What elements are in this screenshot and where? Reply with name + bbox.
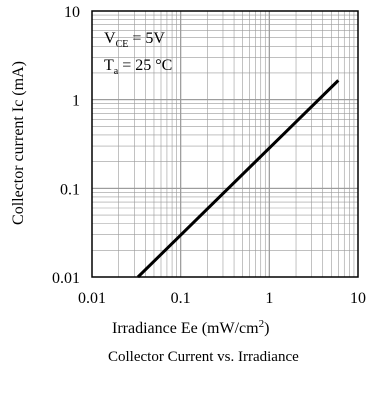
vce-annotation: VCE = 5V (104, 30, 165, 50)
y-tick-label: 1 (72, 93, 80, 110)
y-tick-label: 0.01 (52, 270, 80, 287)
y-tick-label: 0.1 (60, 181, 80, 198)
grid (91, 10, 359, 278)
series-line (136, 79, 340, 279)
x-tick-label: 1 (265, 290, 273, 307)
chart-caption: Collector Current vs. Irradiance (108, 349, 299, 365)
x-tick-label: 0.01 (78, 290, 106, 307)
plot-area-frame (91, 10, 359, 278)
x-tick-label: 0.1 (171, 290, 191, 307)
ta-annotation: Ta = 25 °C (104, 57, 172, 77)
y-axis-title: Collector current Ic (mA) (10, 61, 27, 225)
axis-ticks: 0.01 0.1 1 10 0.01 0.1 1 10 (52, 4, 366, 307)
y-tick-label: 10 (64, 4, 80, 21)
x-tick-label: 10 (350, 290, 366, 307)
x-axis-title: Irradiance Ee (mW/cm2) (112, 318, 269, 337)
